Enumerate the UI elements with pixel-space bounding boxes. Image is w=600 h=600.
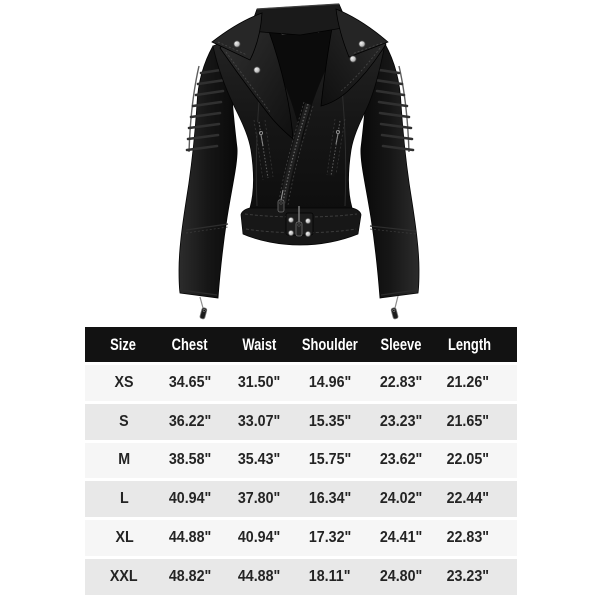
main-zipper (277, 101, 314, 213)
sleeve-right (360, 43, 420, 299)
measurement-cell: 40.94" (237, 529, 281, 547)
row-s: S 36.22" 33.07" 15.35" 23.23" 21.65" (85, 403, 517, 440)
row-xxl: XXL 48.82" 44.88" 18.11" 24.80" 23.23" (85, 558, 517, 595)
measurement-cell: 15.35" (308, 412, 352, 430)
product-photo-jacket (178, 3, 420, 320)
measurement-cell: 40.94" (168, 490, 212, 508)
collar-wing-left (211, 12, 263, 61)
size-label-cell: L (119, 490, 129, 508)
ribbed-panel-left (185, 67, 229, 152)
measurement-cell: 15.75" (308, 451, 352, 469)
measurement-cell: 14.96" (308, 373, 352, 391)
sleeve-left (178, 45, 238, 299)
measurement-cell: 22.05" (446, 451, 490, 469)
measurement-cell: 37.80" (237, 490, 281, 508)
collar (211, 3, 389, 61)
measurement-cell: 23.23" (379, 412, 423, 430)
collar-wing-right (335, 8, 389, 58)
main-zipper-pull-icon (277, 189, 285, 213)
column-header-size: Size (110, 334, 137, 354)
size-label-cell: M (118, 451, 131, 469)
snap-button-icons (233, 40, 366, 74)
measurement-cell: 44.88" (237, 567, 281, 585)
measurement-cell: 17.32" (308, 529, 352, 547)
measurement-cell: 18.11" (309, 567, 351, 585)
measurement-cell: 36.22" (168, 412, 212, 430)
waist-zipper-pull-icon (295, 206, 303, 237)
measurement-cell: 22.44" (446, 490, 490, 508)
column-header-chest: Chest (172, 334, 208, 354)
measurement-cell: 31.50" (237, 373, 281, 391)
row-m: M 38.58" 35.43" 15.75" 23.62" 22.05" (85, 442, 517, 479)
measurement-cell: 22.83" (379, 373, 423, 391)
cuff-zipper-pull-right-icon (390, 295, 399, 320)
column-header-waist: Waist (242, 334, 276, 354)
size-label-cell: XL (115, 529, 134, 547)
size-label-cell: XS (114, 373, 134, 391)
ribbed-panel-right (371, 67, 415, 152)
column-header-shoulder: Shoulder (302, 334, 359, 354)
cuff-zipper-pull-left-icon (199, 296, 208, 320)
size-chart-table: Size Chest Waist Shoulder Sleeve Length … (85, 327, 517, 595)
waist-snap-buttons (288, 217, 311, 237)
measurement-cell: 24.02" (379, 490, 423, 508)
measurement-cell: 21.65" (446, 412, 490, 430)
measurement-cell: 33.07" (237, 412, 281, 430)
row-xs: XS 34.65" 31.50" 14.96" 22.83" 21.26" (85, 365, 517, 401)
measurement-cell: 48.82" (168, 567, 212, 585)
size-label-cell: S (119, 412, 129, 430)
measurement-cell: 22.83" (446, 529, 490, 547)
measurement-cell: 23.62" (379, 451, 423, 469)
measurement-cell: 16.34" (308, 490, 352, 508)
hem-band (240, 206, 362, 246)
measurement-cell: 21.26" (446, 373, 490, 391)
chest-zipper-right (326, 118, 346, 177)
chest-zipper-left (253, 119, 274, 181)
measurement-cell: 35.43" (237, 451, 281, 469)
row-xl: XL 44.88" 40.94" 17.32" 24.41" 22.83" (85, 520, 517, 556)
measurement-cell: 24.80" (379, 567, 423, 585)
measurement-cell: 44.88" (168, 529, 212, 547)
row-l: L 40.94" 37.80" 16.34" 24.02" 22.44" (85, 481, 517, 518)
measurement-cell: 23.23" (446, 567, 490, 585)
size-label-cell: XXL (110, 567, 139, 585)
measurement-cell: 24.41" (379, 529, 423, 547)
column-header-length: Length (448, 334, 492, 354)
size-chart-header-row: Size Chest Waist Shoulder Sleeve Length (85, 327, 517, 362)
measurement-cell: 38.58" (168, 451, 212, 469)
column-header-sleeve: Sleeve (380, 334, 422, 354)
measurement-cell: 34.65" (168, 373, 212, 391)
